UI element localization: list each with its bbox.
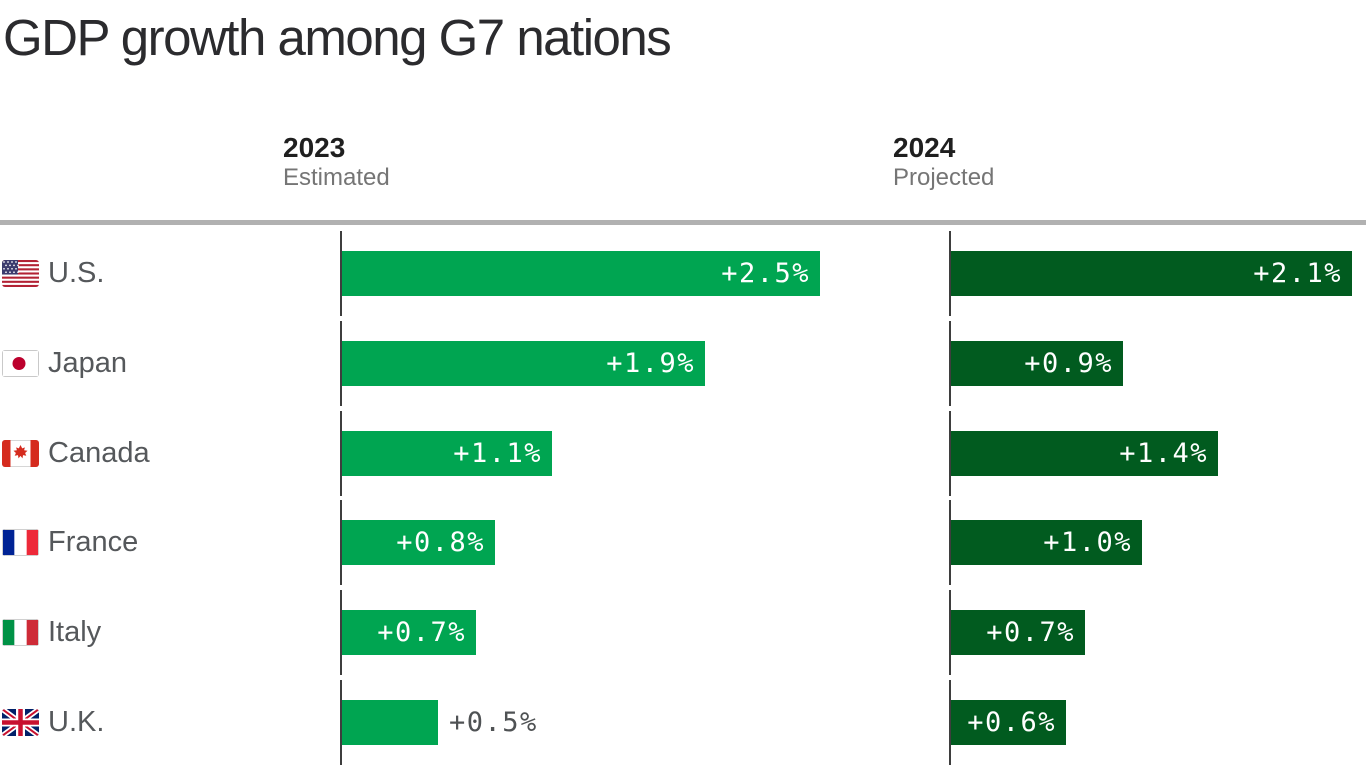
bar-2023: +0.8% xyxy=(342,520,495,565)
italy-flag-icon xyxy=(2,619,39,646)
column-subtitle-projected: Projected xyxy=(893,164,995,191)
bar-value-label: +0.9% xyxy=(1024,348,1113,379)
bar-value-label: +1.0% xyxy=(1043,527,1132,558)
chart-row: U.S. +2.5% +2.1% xyxy=(0,229,1366,319)
bar-value-label: +0.6% xyxy=(967,707,1056,738)
chart-row: France +0.8% +1.0% xyxy=(0,498,1366,588)
bar-2023: +0.7% xyxy=(342,610,476,655)
bar-2024: +2.1% xyxy=(951,251,1352,296)
column-subtitle-estimated: Estimated xyxy=(283,164,390,191)
bar-value-label: +1.4% xyxy=(1119,438,1208,469)
chart-row: Japan +1.9% +0.9% xyxy=(0,319,1366,409)
country-label: France xyxy=(48,526,139,558)
axis-baseline xyxy=(949,321,951,406)
country-label: Canada xyxy=(48,437,150,469)
axis-baseline xyxy=(340,411,342,496)
bar-2024: +1.4% xyxy=(951,431,1218,476)
japan-flag-icon xyxy=(2,350,39,377)
bar-2024: +0.6% xyxy=(951,700,1066,745)
axis-baseline xyxy=(340,321,342,406)
axis-baseline xyxy=(949,231,951,316)
axis-baseline xyxy=(949,500,951,585)
bar-value-label: +0.8% xyxy=(396,527,485,558)
bar-value-label: +2.5% xyxy=(721,258,810,289)
axis-baseline xyxy=(340,680,342,765)
country-label: Italy xyxy=(48,616,102,648)
axis-baseline xyxy=(340,590,342,675)
bar-value-label: +1.1% xyxy=(453,438,542,469)
canada-flag-icon xyxy=(2,440,39,467)
axis-baseline xyxy=(949,590,951,675)
country-label: Japan xyxy=(48,347,128,379)
bar-2023: +1.9% xyxy=(342,341,705,386)
axis-baseline xyxy=(340,231,342,316)
column-header-2024: 2024 xyxy=(893,132,956,163)
bar-value-label: +0.5% xyxy=(449,707,538,738)
bar-2024: +0.7% xyxy=(951,610,1085,655)
bar-2023 xyxy=(342,700,438,745)
axis-baseline xyxy=(949,680,951,765)
bar-value-label: +0.7% xyxy=(377,617,466,648)
chart-row: Italy +0.7% +0.7% xyxy=(0,588,1366,678)
uk-flag-icon xyxy=(2,709,39,736)
bar-2023: +1.1% xyxy=(342,431,552,476)
bar-2024: +0.9% xyxy=(951,341,1123,386)
axis-baseline xyxy=(340,500,342,585)
chart-row: U.K. +0.5% +0.6% xyxy=(0,678,1366,768)
country-label: U.S. xyxy=(48,257,105,289)
bar-2024: +1.0% xyxy=(951,520,1142,565)
column-header-2023: 2023 xyxy=(283,132,346,163)
france-flag-icon xyxy=(2,529,39,556)
bar-2023: +2.5% xyxy=(342,251,820,296)
country-label: U.K. xyxy=(48,706,105,738)
axis-baseline xyxy=(949,411,951,496)
us-flag-icon xyxy=(2,260,39,287)
chart-row: Canada +1.1% +1.4% xyxy=(0,409,1366,499)
bar-value-label: +2.1% xyxy=(1253,258,1342,289)
chart-title: GDP growth among G7 nations xyxy=(3,9,672,66)
bar-value-label: +0.7% xyxy=(986,617,1075,648)
header-divider-line xyxy=(0,220,1366,225)
bar-value-label: +1.9% xyxy=(606,348,695,379)
